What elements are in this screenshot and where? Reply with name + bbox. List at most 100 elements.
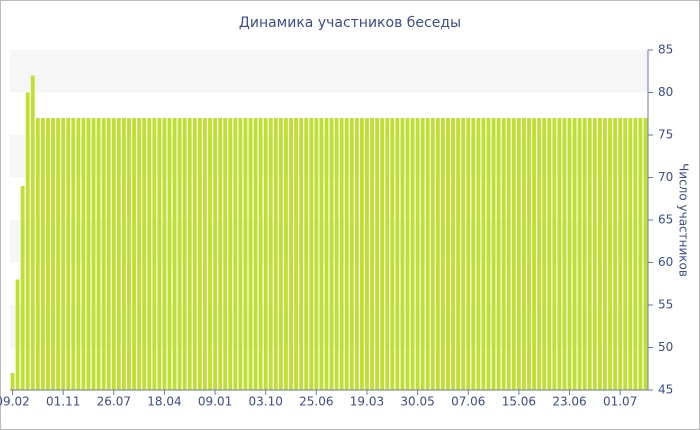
bar <box>461 118 466 390</box>
bar <box>608 118 612 390</box>
x-tick-label: 25.06 <box>299 395 333 409</box>
bar <box>137 118 142 390</box>
bar <box>592 118 597 390</box>
bar <box>273 118 278 390</box>
bar <box>577 118 582 390</box>
bar <box>471 118 476 390</box>
bar <box>319 118 324 390</box>
bar <box>278 118 283 390</box>
x-tick-label: 09.01 <box>198 395 232 409</box>
bar <box>567 118 572 390</box>
grid-band <box>10 220 648 263</box>
x-tick-label: 03.10 <box>249 395 283 409</box>
bar <box>203 118 207 390</box>
bar <box>476 118 481 390</box>
y-tick-label: 45 <box>658 383 673 397</box>
bar <box>197 118 202 390</box>
y-tick-label: 50 <box>658 340 673 354</box>
bar <box>91 118 96 390</box>
bar <box>446 118 450 390</box>
bar <box>329 118 334 390</box>
bar <box>162 118 167 390</box>
bar <box>547 118 552 390</box>
y-tick-label: 60 <box>658 255 673 269</box>
bar <box>142 118 147 390</box>
bar <box>511 118 516 390</box>
y-tick-label: 65 <box>658 213 673 227</box>
bar <box>167 118 172 390</box>
bar <box>562 118 567 390</box>
bar <box>532 118 536 390</box>
bar <box>208 118 212 390</box>
bar <box>501 118 506 390</box>
bar <box>187 118 192 390</box>
bar <box>152 118 157 390</box>
bar <box>324 118 329 390</box>
bar <box>415 118 420 390</box>
bar <box>481 118 486 390</box>
bar <box>233 118 238 390</box>
bar <box>542 118 547 390</box>
bar <box>435 118 440 390</box>
y-tick-label: 75 <box>658 128 673 142</box>
bar <box>491 118 496 390</box>
bar <box>81 118 86 390</box>
bar <box>441 118 445 390</box>
bar <box>61 118 66 390</box>
bar <box>106 118 111 390</box>
bar <box>177 118 182 390</box>
grid-band <box>10 50 648 93</box>
bar <box>638 118 643 390</box>
bar <box>339 118 344 390</box>
bar <box>537 118 542 390</box>
bar <box>132 118 136 390</box>
bar <box>425 118 430 390</box>
y-tick-label: 55 <box>658 298 673 312</box>
bar <box>284 118 288 390</box>
bar <box>516 118 521 390</box>
bar <box>46 118 50 390</box>
x-tick-label: 15.06 <box>502 395 536 409</box>
bar <box>613 118 618 390</box>
bar <box>263 118 268 390</box>
bar <box>633 118 638 390</box>
bar <box>127 118 131 390</box>
y-tick-label: 85 <box>658 43 673 57</box>
bar <box>116 118 121 390</box>
bar <box>365 118 369 390</box>
y-axis-label: Число участников <box>677 163 691 277</box>
bar <box>623 118 628 390</box>
bar <box>359 118 364 390</box>
bar <box>122 118 126 390</box>
bar <box>557 118 562 390</box>
bar <box>40 118 45 390</box>
bar <box>466 118 471 390</box>
bar <box>15 279 20 390</box>
bar <box>294 118 299 390</box>
bar <box>101 118 106 390</box>
grid-band <box>10 305 648 348</box>
bar <box>410 118 415 390</box>
x-tick-label: 26.07 <box>97 395 131 409</box>
bar <box>354 118 359 390</box>
bar <box>66 118 71 390</box>
bar <box>30 75 35 390</box>
bar <box>223 118 228 390</box>
bar <box>405 118 410 390</box>
bar <box>228 118 233 390</box>
y-tick-label: 70 <box>658 170 673 184</box>
y-tick-label: 80 <box>658 85 673 99</box>
bar <box>395 118 400 390</box>
bar <box>587 118 592 390</box>
bar <box>238 118 243 390</box>
bar <box>192 118 197 390</box>
bar <box>582 118 587 390</box>
bar <box>218 118 223 390</box>
x-tick-label: 01.07 <box>603 395 637 409</box>
bar <box>380 118 385 390</box>
bar <box>527 118 531 390</box>
bar <box>258 118 263 390</box>
bar <box>334 118 339 390</box>
bar <box>248 118 253 390</box>
